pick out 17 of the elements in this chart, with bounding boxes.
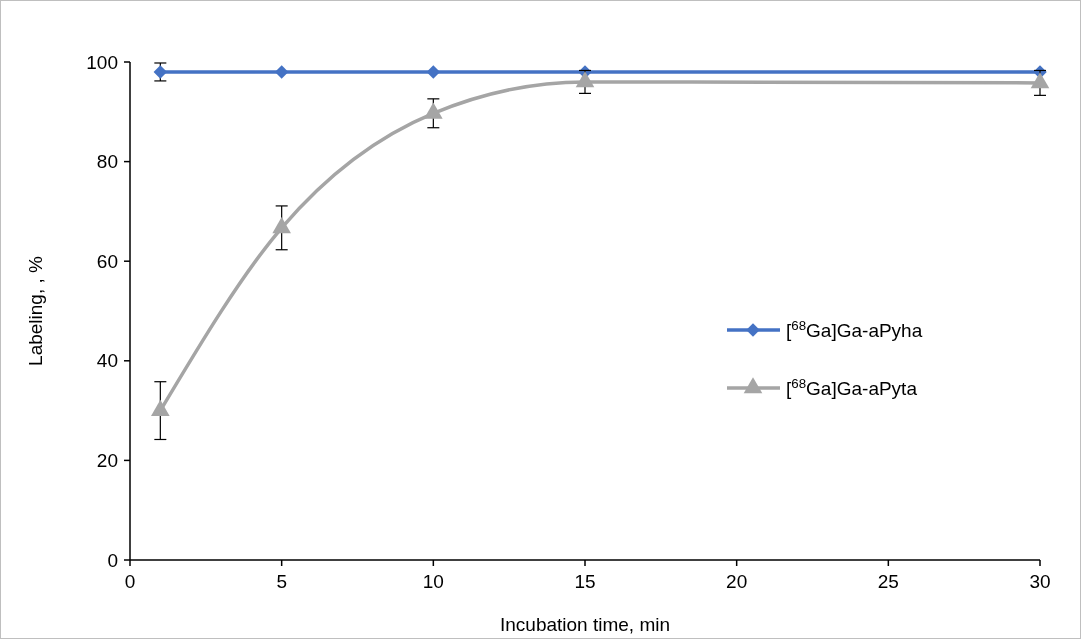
y-tick-label: 60 [96,250,118,272]
x-tick-label: 20 [726,571,748,592]
x-tick-label: 25 [877,571,899,592]
y-tick-label: 80 [96,151,118,173]
x-axis-title: Incubation time, min [499,614,671,635]
x-tick-label: 5 [276,571,287,592]
legend-label: [$^{68}$Ga]Ga-aPyta [786,375,918,399]
x-tick-label: 0 [124,571,136,592]
x-tick-label: 15 [574,571,596,592]
y-tick-label: 40 [96,350,118,372]
x-tick-label: 10 [422,571,444,592]
y-tick-label: 100 [86,51,118,73]
y-axis-title: Labeling, , % [25,255,46,366]
x-tick-label: 30 [1029,571,1051,592]
y-tick-label: 20 [96,450,118,472]
y-tick-label: 0 [107,549,118,571]
legend-label: [$^{68}$Ga]Ga-aPyha [786,317,923,341]
